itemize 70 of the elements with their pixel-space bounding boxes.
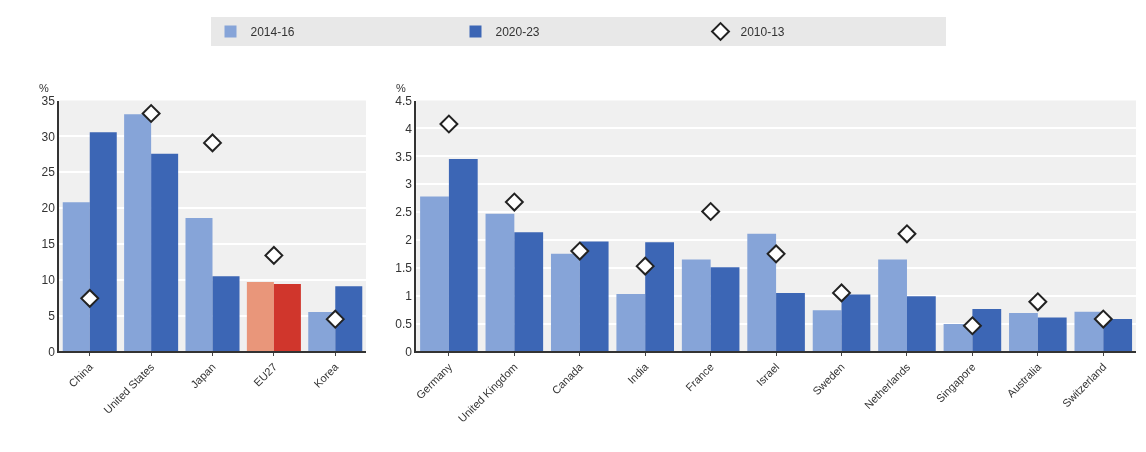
point xyxy=(80,288,100,308)
point xyxy=(203,133,222,153)
bar xyxy=(124,114,152,352)
y-tick-label: 0 xyxy=(48,344,56,359)
y-tick-label: 25 xyxy=(41,165,56,180)
point xyxy=(141,104,161,123)
bar xyxy=(420,196,449,352)
bar xyxy=(308,311,336,352)
point xyxy=(325,309,345,329)
point xyxy=(832,283,851,303)
bar xyxy=(878,259,907,352)
bar xyxy=(616,293,646,352)
point xyxy=(635,256,655,276)
y-tick-label: 1.5 xyxy=(395,261,413,275)
point xyxy=(1093,309,1113,329)
y-tick-label: 20 xyxy=(41,201,56,216)
bar xyxy=(1074,311,1104,352)
y-tick-label: 0 xyxy=(405,344,413,359)
point xyxy=(962,316,982,336)
bar xyxy=(645,242,675,352)
bar xyxy=(906,296,936,352)
bar xyxy=(212,276,240,352)
y-axis-title: % xyxy=(396,82,406,94)
point xyxy=(504,192,524,212)
y-tick-label: 5 xyxy=(48,308,56,323)
bar xyxy=(151,153,179,352)
point xyxy=(264,245,284,265)
y-tick-label: 4 xyxy=(405,121,413,136)
point xyxy=(766,244,786,264)
bar xyxy=(1009,312,1038,352)
bar xyxy=(335,286,363,352)
y-tick-label: 3 xyxy=(405,177,413,192)
y-tick-label: 2 xyxy=(405,233,413,248)
y-tick-label: 2.5 xyxy=(395,205,413,220)
y-tick-label: 4.5 xyxy=(395,93,413,108)
y-tick-label: 10 xyxy=(41,272,56,287)
bar xyxy=(185,218,213,352)
bar xyxy=(448,159,478,352)
bar xyxy=(1103,319,1133,352)
y-tick-label: 1 xyxy=(405,288,413,303)
bar xyxy=(579,241,609,352)
bar xyxy=(776,292,805,352)
bar xyxy=(747,233,777,352)
bar xyxy=(485,213,515,352)
legend-label: 2020-23 xyxy=(495,25,540,40)
legend-label: 2010-13 xyxy=(740,25,785,40)
bar xyxy=(812,310,842,352)
legend-label: 2014-16 xyxy=(250,25,295,40)
bar xyxy=(62,202,90,352)
y-tick-label: 3.5 xyxy=(395,149,413,164)
y-tick-label: 35 xyxy=(41,93,56,108)
y-tick-label: 15 xyxy=(41,237,56,252)
y-tick-label: 0.5 xyxy=(395,316,413,331)
bar xyxy=(841,294,871,352)
point xyxy=(439,114,459,134)
y-tick-label: 30 xyxy=(41,129,56,144)
bar xyxy=(246,281,274,352)
bar xyxy=(681,259,711,352)
bar xyxy=(550,253,580,352)
bar xyxy=(1037,317,1067,352)
bar xyxy=(89,132,117,352)
point xyxy=(897,224,917,244)
point xyxy=(701,202,721,221)
bar xyxy=(273,284,301,352)
point xyxy=(570,241,590,261)
bar xyxy=(972,309,1002,352)
y-axis-title: % xyxy=(39,82,49,94)
bar xyxy=(514,232,544,352)
point xyxy=(1028,292,1048,312)
bar xyxy=(710,267,740,352)
